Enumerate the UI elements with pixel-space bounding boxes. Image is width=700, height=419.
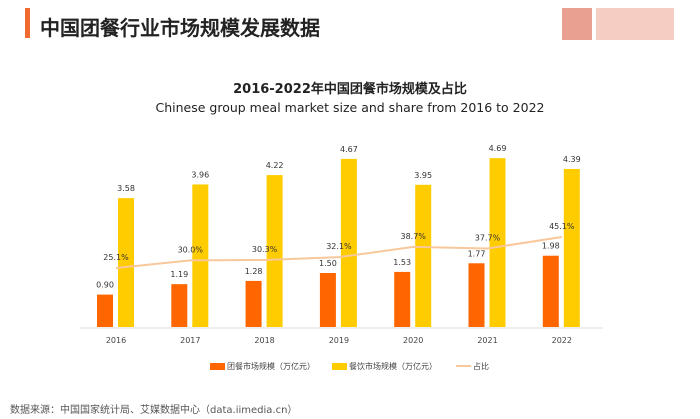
legend-swatch <box>210 363 225 370</box>
data-label: 3.96 <box>191 170 209 179</box>
share-label: 37.7% <box>475 233 501 242</box>
bar-catering <box>192 184 209 327</box>
bar-catering <box>118 198 134 327</box>
data-label: 1.28 <box>245 267 263 276</box>
data-label: 1.53 <box>393 258 411 267</box>
bar-catering <box>340 158 357 327</box>
x-tick-label: 2022 <box>552 336 572 345</box>
data-label: 4.22 <box>266 161 284 170</box>
data-label: 1.77 <box>468 249 486 258</box>
bar-group-meal <box>319 273 336 327</box>
x-tick-label: 2018 <box>254 336 274 345</box>
data-label: 4.69 <box>489 144 507 153</box>
share-label: 45.1% <box>549 222 575 231</box>
data-label: 4.67 <box>340 145 358 154</box>
bar-catering <box>563 168 580 327</box>
bar-group-meal <box>97 294 113 327</box>
share-label: 30.3% <box>252 245 278 254</box>
bar-group-meal <box>542 255 559 327</box>
data-label: 3.58 <box>117 184 135 193</box>
chart-title: 2016-2022年中国团餐市场规模及占比 <box>233 82 467 97</box>
page-title: 中国团餐行业市场规模发展数据 <box>40 16 320 40</box>
bar-group-meal <box>394 271 411 327</box>
legend-swatch <box>332 363 347 370</box>
bar-group-meal <box>245 280 262 327</box>
title-accent-bar <box>25 8 30 38</box>
bar-catering <box>266 175 283 327</box>
data-label: 1.98 <box>542 242 560 251</box>
x-tick-label: 2021 <box>477 336 497 345</box>
line-share <box>115 236 562 269</box>
share-label: 38.7% <box>400 232 426 241</box>
x-tick-label: 2020 <box>403 336 423 345</box>
source-note: 数据来源：中国国家统计局、艾媒数据中心（data.iimedia.cn） <box>10 405 298 416</box>
data-label: 3.95 <box>414 171 432 180</box>
bar-group-meal <box>468 263 485 327</box>
x-tick-label: 2019 <box>329 336 349 345</box>
x-tick-label: 2017 <box>180 336 200 345</box>
bar-catering <box>415 184 432 327</box>
share-label: 32.1% <box>326 242 352 251</box>
bar-group-meal <box>171 284 188 327</box>
bar-catering <box>489 158 506 327</box>
legend-label: 占比 <box>473 361 489 371</box>
legend-label: 餐饮市场规模（万亿元） <box>349 361 437 371</box>
x-tick-label: 2016 <box>106 336 126 345</box>
share-label: 25.1% <box>103 253 129 262</box>
data-label: 1.19 <box>170 270 188 279</box>
chart-subtitle: Chinese group meal market size and share… <box>155 100 545 115</box>
data-label: 0.90 <box>96 281 114 290</box>
legend-label: 团餐市场规模（万亿元） <box>227 361 315 371</box>
logo <box>562 8 674 40</box>
share-label: 30.0% <box>178 245 204 254</box>
data-label: 1.50 <box>319 259 337 268</box>
data-label: 4.39 <box>563 155 581 164</box>
